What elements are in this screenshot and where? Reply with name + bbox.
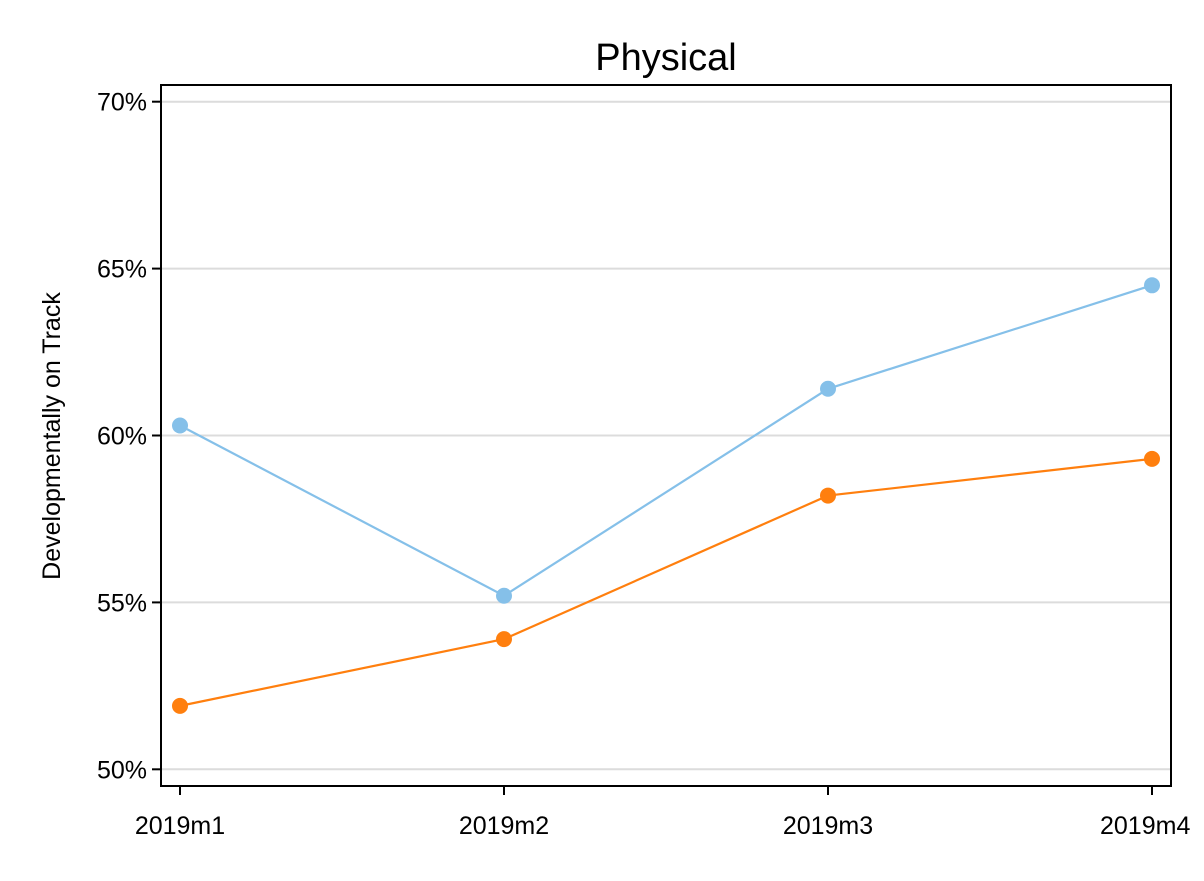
y-tick-label-3: 65% bbox=[97, 256, 147, 284]
x-tick-label-2: 2019m3 bbox=[783, 812, 873, 840]
series-0-point-2 bbox=[820, 380, 836, 397]
series-1-point-3 bbox=[1144, 450, 1160, 467]
series-0-line bbox=[179, 284, 1153, 597]
chart-title: Physical bbox=[595, 37, 737, 79]
axes: 50% 55% 60% 65% 70% 2019m1 2019m2 2019m3 2019m4 bbox=[97, 84, 1190, 840]
series-lines bbox=[172, 277, 1160, 714]
series-1-point-1 bbox=[496, 631, 512, 648]
y-axis-title: Developmentally on Track bbox=[38, 292, 66, 580]
x-tick-label-3: 2019m4 bbox=[1100, 812, 1190, 840]
series-1-point-2 bbox=[820, 487, 836, 504]
series-0-point-0 bbox=[172, 417, 188, 434]
y-tick-label-4: 70% bbox=[97, 89, 147, 117]
y-tick-label-2: 60% bbox=[97, 423, 147, 451]
series-1-line bbox=[179, 457, 1153, 707]
x-tick-label-0: 2019m1 bbox=[135, 812, 225, 840]
y-tick-label-1: 55% bbox=[97, 589, 147, 617]
y-tick-label-0: 50% bbox=[97, 756, 147, 784]
x-tick-label-1: 2019m2 bbox=[459, 812, 549, 840]
series-1-point-0 bbox=[172, 697, 188, 714]
series-0-point-1 bbox=[496, 587, 512, 604]
series-0-point-3 bbox=[1144, 277, 1160, 294]
gridlines bbox=[161, 100, 1171, 771]
